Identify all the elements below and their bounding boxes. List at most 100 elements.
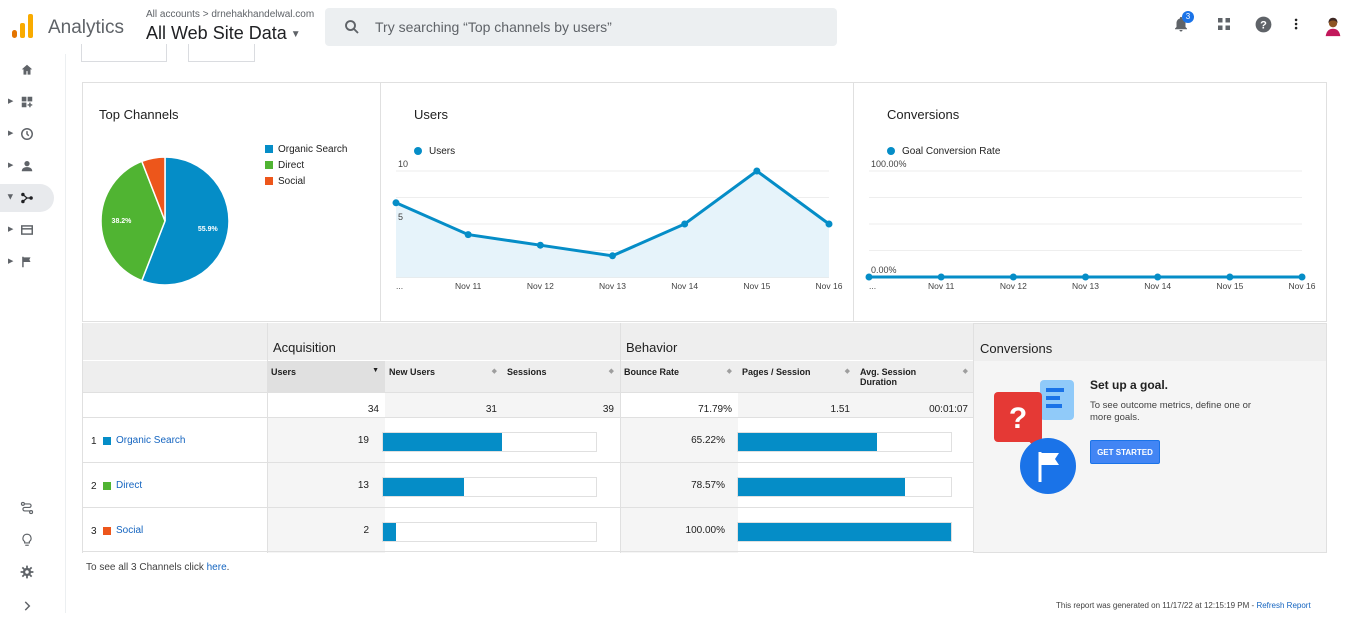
- search-icon: [345, 20, 359, 34]
- users-column-header[interactable]: Users ▼: [267, 360, 385, 392]
- search-bar[interactable]: [325, 8, 837, 46]
- nav-admin[interactable]: [0, 558, 54, 586]
- avatar[interactable]: [1322, 14, 1344, 37]
- legend-users: Users: [414, 146, 455, 157]
- divider: [267, 323, 268, 553]
- sort-icon: ◆: [726, 368, 732, 375]
- nav-attribution[interactable]: [0, 494, 54, 522]
- toolbar-button[interactable]: [81, 44, 167, 62]
- data-point[interactable]: [464, 231, 472, 239]
- data-point[interactable]: [609, 252, 616, 260]
- pie-slice-label: 55.9%: [198, 226, 219, 233]
- data-point[interactable]: [1009, 273, 1017, 281]
- data-point[interactable]: [1154, 273, 1162, 281]
- channel-link[interactable]: Social: [116, 525, 144, 536]
- channel-link[interactable]: Organic Search: [116, 435, 186, 446]
- total-value: 1.51: [830, 404, 850, 415]
- y-tick-label: 5: [398, 212, 403, 222]
- see-all-suffix: .: [226, 562, 230, 573]
- x-tick-label: Nov 13: [1072, 281, 1099, 291]
- nav-customization[interactable]: ▶: [0, 88, 54, 116]
- bar-fill: [738, 478, 906, 496]
- x-tick-label: Nov 13: [599, 281, 626, 291]
- toolbar-button[interactable]: [188, 44, 255, 62]
- row-swatch: [103, 482, 111, 490]
- search-input[interactable]: [375, 17, 815, 37]
- expand-arrow-icon: ▶: [8, 162, 14, 169]
- more-vert-icon[interactable]: [1292, 15, 1314, 37]
- sessions-column-header[interactable]: Sessions ◆: [503, 360, 620, 392]
- data-point[interactable]: [825, 220, 833, 228]
- channel-link[interactable]: Direct: [116, 480, 143, 491]
- goal-title: Set up a goal.: [1090, 378, 1169, 392]
- nav-discover[interactable]: [0, 526, 54, 554]
- notifications-icon[interactable]: 3: [1172, 11, 1194, 37]
- analytics-logo[interactable]: [12, 14, 34, 38]
- x-tick-label: ...: [396, 281, 403, 291]
- sort-icon: ◆: [962, 368, 968, 375]
- x-tick-label: Nov 14: [1144, 281, 1171, 291]
- behavior-icon: [21, 225, 33, 235]
- get-started-button[interactable]: GET STARTED: [1090, 440, 1160, 464]
- help-icon[interactable]: ?: [1254, 15, 1276, 37]
- top-channels-card: Top Channels 55.9% 38.2% Organic Search D…: [82, 82, 381, 322]
- bar-fill: [383, 433, 503, 451]
- view-selector[interactable]: All Web Site Data ▼: [146, 23, 301, 44]
- data-point[interactable]: [1226, 273, 1234, 281]
- apps-grid-icon[interactable]: [1215, 15, 1237, 37]
- total-value: 31: [485, 404, 497, 415]
- users-card: Users Users 10 5... Nov 11 Nov 12 Nov 13 Nov …: [380, 82, 854, 322]
- totals-label-cell: [82, 392, 267, 417]
- nav-conversions[interactable]: ▶: [0, 248, 54, 276]
- account-breadcrumb[interactable]: All accounts > drnehakhandelwal.com: [146, 9, 315, 20]
- total-new-users: 31: [385, 392, 503, 417]
- row-users: 19: [357, 435, 369, 446]
- users-line-chart: 10 5... Nov 11 Nov 12 Nov 13 Nov 14 Nov 15 Nov …: [392, 159, 843, 291]
- data-point[interactable]: [865, 273, 873, 281]
- expand-arrow-icon: ▶: [6, 194, 14, 200]
- new-users-column-header[interactable]: New Users ◆: [385, 360, 503, 392]
- total-sessions: 39: [503, 392, 620, 417]
- data-point[interactable]: [753, 167, 761, 175]
- pie-slice-organic-search[interactable]: [140, 156, 230, 286]
- sort-icon: ◆: [491, 368, 497, 375]
- pie-slice-direct[interactable]: [100, 160, 166, 282]
- pie-slice-social[interactable]: [140, 156, 166, 222]
- pages-session-column-header[interactable]: Pages / Session ◆: [738, 360, 856, 392]
- bounce-bar: [737, 432, 952, 452]
- bounce-rate-column-header[interactable]: Bounce Rate ◆: [620, 360, 738, 392]
- conversions-card: Conversions Goal Conversion Rate 100.00%…: [853, 82, 1327, 322]
- data-point[interactable]: [681, 220, 689, 228]
- nav-behavior[interactable]: ▶: [0, 216, 54, 244]
- column-label: Bounce Rate: [624, 367, 680, 377]
- column-label: Avg. Session Duration: [860, 367, 917, 387]
- bar-fill: [738, 433, 877, 451]
- pie-slice-label: 38.2%: [112, 218, 133, 225]
- data-point[interactable]: [1298, 273, 1306, 281]
- nav-home[interactable]: [0, 56, 54, 84]
- legend-organic: Organic Search: [265, 144, 347, 155]
- data-point[interactable]: [937, 273, 945, 281]
- data-point[interactable]: [536, 241, 544, 249]
- x-tick-label: Nov 11: [928, 281, 955, 291]
- nav-realtime[interactable]: ▶: [0, 120, 54, 148]
- report-footer: This report was generated on 11/17/22 at…: [1056, 601, 1311, 610]
- nav-expand[interactable]: [0, 592, 54, 620]
- acquisition-icon: [21, 192, 33, 204]
- row-index: 1: [91, 436, 97, 447]
- refresh-report-link[interactable]: Refresh Report: [1256, 601, 1311, 610]
- see-all-prefix: To see all 3 Channels click: [86, 562, 204, 573]
- nav-acquisition[interactable]: ▶: [0, 184, 54, 212]
- legend-label: Social: [278, 176, 306, 187]
- sort-icon: ◆: [608, 368, 614, 375]
- avg-duration-column-header[interactable]: Avg. Session Duration ◆: [856, 360, 974, 392]
- table-row: 2 Direct 13 78.57%: [82, 462, 974, 507]
- data-point[interactable]: [392, 199, 400, 207]
- home-icon: [21, 64, 33, 75]
- channels-table: Acquisition Behavior Users ▼ New Users ◆ S…: [82, 323, 974, 553]
- data-point[interactable]: [1082, 273, 1089, 281]
- nav-audience[interactable]: ▶: [0, 152, 54, 180]
- see-all-link[interactable]: here: [206, 562, 227, 573]
- x-tick-label: Nov 11: [455, 281, 482, 291]
- x-tick-label: ...: [869, 281, 876, 291]
